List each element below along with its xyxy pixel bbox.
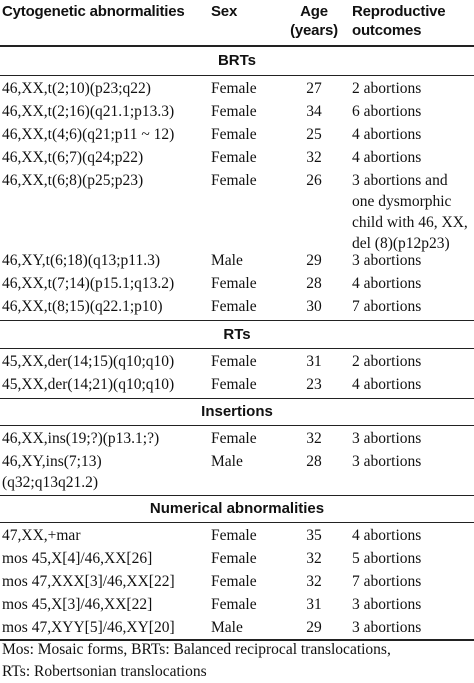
cell-outcome: 3 abortions [352, 430, 422, 447]
cell-outcome: 7 abortions [352, 298, 422, 315]
cell-outcome: 3 abortions [352, 252, 422, 269]
cell-age: 31 [306, 353, 322, 370]
section-title-numerical: Numerical abnormalities [149, 500, 325, 517]
cell-abnormality: mos 47,XYY[5]/46,XY[20] [2, 619, 175, 636]
cell-outcome: 3 abortions and one dysmorphic child wit… [352, 170, 474, 254]
cell-abnormality: 46,XX,t(2;10)(p23;q22) [2, 80, 151, 97]
cell-sex: Female [211, 353, 257, 370]
footnote: Mos: Mosaic forms, BRTs: Balanced recipr… [2, 639, 472, 683]
cell-abnormality: 46,XX,ins(19;?)(p13.1;?) [2, 430, 160, 447]
header-age-line1: Age [300, 3, 328, 20]
section-rule [0, 348, 474, 349]
cell-sex: Female [211, 430, 257, 447]
table-bottom-rule [0, 639, 474, 641]
cell-outcome: 5 abortions [352, 550, 422, 567]
section-title-brts: BRTs [217, 52, 257, 69]
cell-age: 35 [306, 527, 322, 544]
cell-age: 34 [306, 103, 322, 120]
cell-age: 25 [306, 126, 322, 143]
cell-outcome: 2 abortions [352, 80, 422, 97]
cell-outcome: 4 abortions [352, 527, 422, 544]
cell-outcome-line: 3 abortions and [352, 172, 448, 189]
cell-sex: Female [211, 376, 257, 393]
header-age-line2: (years) [290, 22, 338, 39]
cell-abnormality-line: (q32;q13q21.2) [2, 474, 99, 491]
cell-age: 31 [306, 596, 322, 613]
cell-abnormality: mos 45,X[3]/46,XX[22] [2, 596, 153, 613]
cell-age: 32 [306, 550, 322, 567]
cell-age: 32 [306, 149, 322, 166]
section-rule [0, 320, 474, 321]
cell-sex: Female [211, 80, 257, 97]
cell-sex: Female [211, 275, 257, 292]
section-title-rts: RTs [223, 326, 251, 343]
cell-sex: Female [211, 149, 257, 166]
cell-age: 28 [306, 453, 322, 470]
cell-age: 27 [306, 80, 322, 97]
cell-age: 23 [306, 376, 322, 393]
cell-outcome: 4 abortions [352, 126, 422, 143]
cell-sex: Female [211, 596, 257, 613]
header-outcomes-line2: outcomes [352, 22, 422, 39]
section-rule [0, 398, 474, 399]
section-rule [0, 522, 474, 523]
cell-abnormality: 46,XX,t(4;6)(q21;p11 ~ 12) [2, 126, 175, 143]
cell-age: 29 [306, 619, 322, 636]
header-outcomes: Reproductive outcomes [352, 2, 474, 40]
cell-abnormality: mos 47,XXX[3]/46,XX[22] [2, 573, 175, 590]
cell-age: 26 [306, 172, 322, 189]
cell-outcome: 4 abortions [352, 275, 422, 292]
cell-outcome-line: child with 46, XX, [352, 214, 468, 231]
cell-sex: Female [211, 298, 257, 315]
cell-sex: Female [211, 126, 257, 143]
cell-abnormality: 46,XY,ins(7;13) (q32;q13q21.2) [2, 451, 207, 493]
header-sex: Sex [211, 3, 238, 20]
cell-abnormality: 46,XX,t(7;14)(p15.1;q13.2) [2, 275, 175, 292]
cell-sex: Male [211, 453, 243, 470]
section-rule [0, 425, 474, 426]
cell-abnormality: 47,XX,+mar [2, 527, 81, 544]
cell-abnormality: 46,XX,t(6;8)(p25;p23) [2, 172, 144, 189]
cell-age: 28 [306, 275, 322, 292]
cell-sex: Female [211, 172, 257, 189]
cell-abnormality: 46,XX,t(8;15)(q22.1;p10) [2, 298, 163, 315]
cell-outcome: 3 abortions [352, 596, 422, 613]
cell-sex: Male [211, 619, 243, 636]
header-age: Age (years) [284, 2, 344, 40]
cell-sex: Female [211, 527, 257, 544]
cell-sex: Female [211, 573, 257, 590]
cell-abnormality: 46,XX,t(6;7)(q24;p22) [2, 149, 144, 166]
cell-age: 32 [306, 573, 322, 590]
cell-outcome: 7 abortions [352, 573, 422, 590]
cell-outcome: 6 abortions [352, 103, 422, 120]
section-title-insertions: Insertions [201, 403, 273, 420]
header-rule [0, 45, 474, 47]
cell-abnormality-line: 46,XY,ins(7;13) [2, 453, 102, 470]
cell-outcome: 3 abortions [352, 619, 422, 636]
cell-abnormality: 45,XX,der(14;15)(q10;q10) [2, 353, 175, 370]
cell-sex: Female [211, 103, 257, 120]
footnote-line: RTs: Robertsonian translocations [2, 663, 207, 680]
cell-outcome: 3 abortions [352, 453, 422, 470]
footnote-line: Mos: Mosaic forms, BRTs: Balanced recipr… [2, 641, 391, 658]
header-outcomes-line1: Reproductive [352, 3, 446, 20]
cell-abnormality: 46,XX,t(2;16)(q21.1;p13.3) [2, 103, 175, 120]
cell-outcome: 4 abortions [352, 149, 422, 166]
cell-abnormality: 46,XY,t(6;18)(q13;p11.3) [2, 252, 161, 269]
cell-outcome-line: one dysmorphic [352, 193, 452, 210]
cell-sex: Male [211, 252, 243, 269]
cell-age: 32 [306, 430, 322, 447]
cell-outcome: 2 abortions [352, 353, 422, 370]
section-rule [0, 495, 474, 496]
cell-age: 30 [306, 298, 322, 315]
cell-outcome: 4 abortions [352, 376, 422, 393]
cell-abnormality: 45,XX,der(14;21)(q10;q10) [2, 376, 175, 393]
header-abnormalities: Cytogenetic abnormalities [2, 3, 185, 20]
cell-age: 29 [306, 252, 322, 269]
cell-sex: Female [211, 550, 257, 567]
cell-outcome-line: del (8)(p12p23) [352, 235, 450, 252]
section-rule [0, 75, 474, 76]
cell-abnormality: mos 45,X[4]/46,XX[26] [2, 550, 153, 567]
